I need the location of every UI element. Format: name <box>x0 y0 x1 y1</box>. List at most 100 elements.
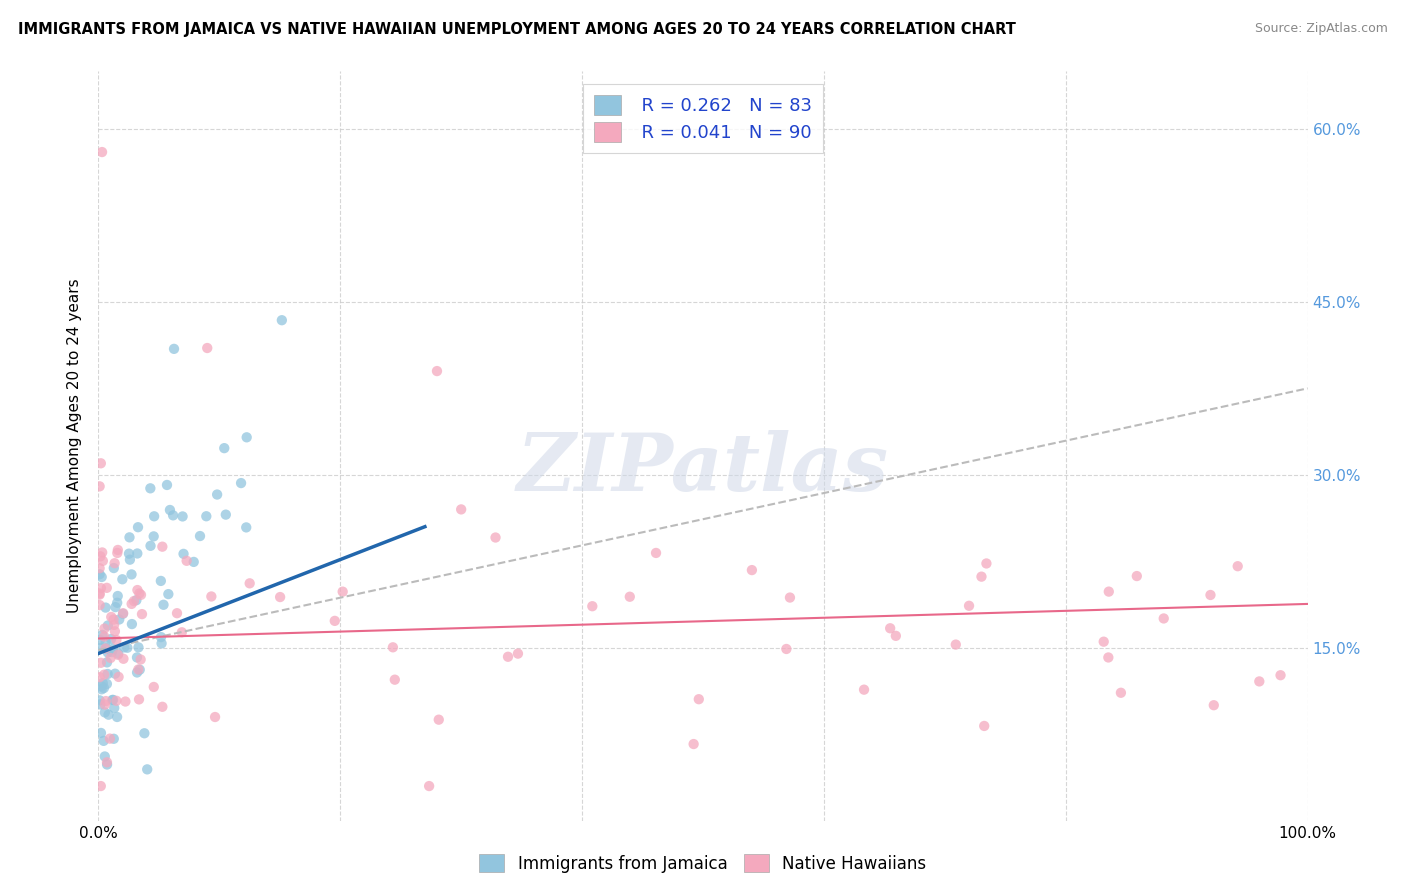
Point <box>122 594 145 608</box>
Point <box>127 663 149 677</box>
Point <box>506 647 529 661</box>
Point <box>103 731 125 746</box>
Point <box>104 600 127 615</box>
Point <box>176 554 198 568</box>
Point <box>118 552 141 566</box>
Point <box>97 646 120 660</box>
Point <box>96 757 118 772</box>
Point <box>104 556 127 570</box>
Point <box>188 529 211 543</box>
Point <box>418 779 440 793</box>
Point <box>90 570 112 584</box>
Point <box>619 590 641 604</box>
Point <box>107 648 129 662</box>
Point <box>94 634 117 648</box>
Point <box>159 503 181 517</box>
Legend: Immigrants from Jamaica, Native Hawaiians: Immigrants from Jamaica, Native Hawaiian… <box>472 847 934 880</box>
Point <box>128 586 150 600</box>
Point <box>91 145 114 159</box>
Point <box>945 638 967 652</box>
Point <box>142 529 165 543</box>
Point <box>127 546 149 560</box>
Point <box>884 629 907 643</box>
Point <box>114 694 136 708</box>
Point <box>100 610 122 624</box>
Point <box>645 546 668 560</box>
Point <box>101 645 124 659</box>
Point <box>97 618 120 632</box>
Point <box>129 588 152 602</box>
Point <box>142 680 165 694</box>
Point <box>101 641 124 656</box>
Point <box>107 670 129 684</box>
Point <box>235 520 257 534</box>
Point <box>104 666 127 681</box>
Point <box>112 652 135 666</box>
Point <box>94 641 117 656</box>
Point <box>89 561 111 575</box>
Point <box>1249 674 1271 689</box>
Point <box>90 726 112 740</box>
Point <box>112 640 135 655</box>
Point <box>269 590 291 604</box>
Point <box>89 698 111 712</box>
Point <box>89 598 111 612</box>
Point <box>166 606 188 620</box>
Point <box>100 651 122 665</box>
Point <box>121 617 143 632</box>
Point <box>195 509 218 524</box>
Point <box>103 561 125 575</box>
Point <box>89 479 111 493</box>
Point <box>94 694 117 708</box>
Point <box>91 554 114 568</box>
Point <box>134 726 156 740</box>
Point <box>96 656 118 670</box>
Point <box>162 508 184 523</box>
Point <box>127 582 149 597</box>
Point <box>779 591 801 605</box>
Point <box>108 612 131 626</box>
Point <box>105 694 128 708</box>
Point <box>91 628 114 642</box>
Point <box>775 642 797 657</box>
Legend:   R = 0.262   N = 83,   R = 0.041   N = 90: R = 0.262 N = 83, R = 0.041 N = 90 <box>583 84 823 153</box>
Point <box>127 640 149 655</box>
Point <box>105 710 128 724</box>
Point <box>90 656 112 670</box>
Point <box>101 693 124 707</box>
Point <box>105 632 128 647</box>
Point <box>150 540 173 554</box>
Point <box>105 596 128 610</box>
Point <box>152 598 174 612</box>
Point <box>150 630 173 644</box>
Point <box>90 456 112 470</box>
Point <box>163 342 186 356</box>
Point <box>143 509 166 524</box>
Point <box>93 622 115 636</box>
Point <box>384 673 406 687</box>
Point <box>103 613 125 627</box>
Point <box>96 677 118 691</box>
Point <box>127 520 149 534</box>
Point <box>111 607 134 621</box>
Point <box>89 670 111 684</box>
Point <box>450 502 472 516</box>
Point <box>131 607 153 621</box>
Point <box>100 632 122 646</box>
Point <box>332 584 354 599</box>
Point <box>1202 698 1225 713</box>
Point <box>96 641 118 656</box>
Point <box>103 701 125 715</box>
Point <box>94 706 117 720</box>
Point <box>97 667 120 681</box>
Point <box>93 667 115 681</box>
Point <box>90 581 112 595</box>
Point <box>1153 611 1175 625</box>
Text: IMMIGRANTS FROM JAMAICA VS NATIVE HAWAIIAN UNEMPLOYMENT AMONG AGES 20 TO 24 YEAR: IMMIGRANTS FROM JAMAICA VS NATIVE HAWAII… <box>18 22 1017 37</box>
Point <box>89 693 111 707</box>
Point <box>239 576 262 591</box>
Point <box>853 682 876 697</box>
Point <box>105 546 128 560</box>
Point <box>1199 588 1222 602</box>
Point <box>200 590 222 604</box>
